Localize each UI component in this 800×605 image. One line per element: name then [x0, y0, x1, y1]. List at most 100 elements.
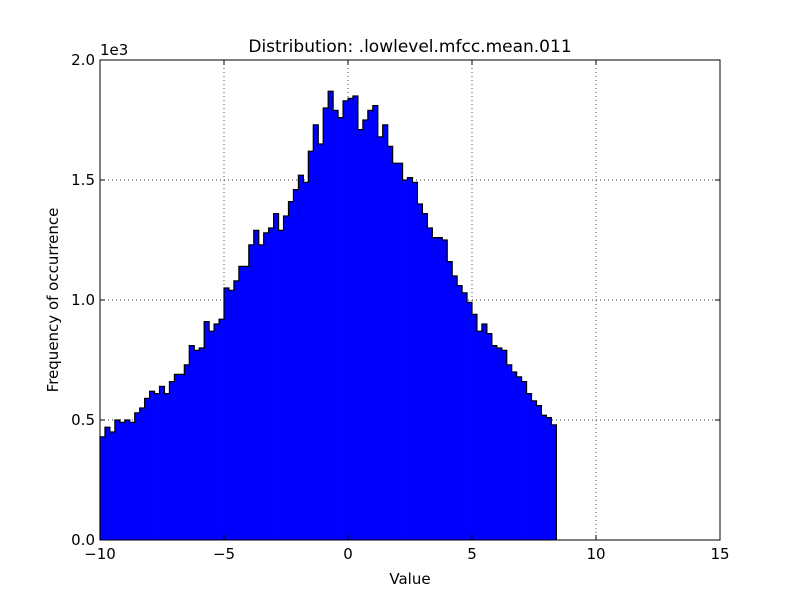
histogram-bar	[546, 417, 552, 540]
y-tick-label: 1.0	[71, 291, 95, 309]
histogram-bar	[343, 100, 349, 541]
histogram-bar	[258, 244, 265, 541]
x-tick-label: −5	[213, 545, 235, 563]
histogram-bar	[496, 348, 503, 540]
histogram-bar	[100, 436, 106, 540]
y-tick-label: 0.5	[71, 411, 95, 429]
histogram-bar	[362, 120, 369, 540]
y-axis-label: Frequency of occurrence	[44, 208, 62, 393]
y-tick-label: 2.0	[71, 51, 95, 69]
histogram-bars	[99, 90, 557, 541]
histogram-bar	[452, 276, 458, 540]
histogram-bar	[318, 144, 324, 540]
histogram-bar	[159, 386, 165, 540]
histogram-bar	[233, 280, 240, 540]
histogram-bar	[462, 292, 468, 540]
histogram-bar	[476, 331, 483, 540]
histogram-bar	[491, 345, 498, 540]
histogram-bar	[199, 348, 205, 540]
x-axis-label: Value	[389, 570, 430, 588]
y-tick-label: 0.0	[71, 531, 95, 549]
histogram-bar	[119, 422, 126, 540]
histogram-bar	[412, 182, 418, 540]
histogram-bar	[283, 216, 289, 540]
chart-title: Distribution: .lowlevel.mfcc.mean.011	[248, 37, 571, 57]
histogram-bar	[134, 412, 141, 540]
histogram-bar	[392, 163, 398, 540]
x-tick-label: 0	[343, 545, 353, 563]
histogram-bar	[397, 163, 403, 540]
histogram-bar	[129, 422, 136, 540]
x-tick-label: 5	[467, 545, 477, 563]
histogram-bar	[511, 372, 518, 540]
histogram-bar	[323, 108, 329, 540]
histogram-bar	[288, 201, 294, 540]
axis-ticks: −10 −5 0 5 10 15 0.0 0.5 1.0 1.5 2.0	[71, 51, 729, 563]
histogram-bar	[164, 393, 170, 540]
histogram-bar	[506, 364, 513, 540]
histogram-bar	[214, 324, 220, 540]
histogram-bar	[109, 432, 116, 540]
histogram-bar	[516, 376, 522, 540]
histogram-bar	[253, 230, 260, 540]
histogram-bar	[457, 285, 463, 540]
histogram-bar	[149, 391, 155, 540]
histogram-bar	[531, 400, 537, 540]
histogram-bar	[144, 398, 150, 540]
histogram-bar	[536, 405, 542, 540]
histogram-bar	[298, 175, 304, 540]
histogram-bar	[541, 415, 547, 540]
histogram-bar	[273, 213, 279, 540]
histogram-bar	[194, 350, 200, 540]
histogram-bar	[268, 228, 274, 540]
x-tick-label: 10	[586, 545, 605, 563]
histogram-bar	[124, 420, 131, 540]
x-tick-label: 15	[710, 545, 729, 563]
histogram-bar	[104, 427, 111, 540]
histogram-bar	[308, 151, 314, 540]
histogram-bar	[179, 374, 185, 540]
histogram-bar	[189, 345, 195, 540]
histogram-bar	[501, 350, 508, 540]
histogram-bar	[407, 177, 413, 540]
histogram-bar	[219, 319, 225, 540]
histogram-bar	[442, 240, 448, 540]
y-tick-label: 1.5	[71, 171, 95, 189]
histogram-bar	[357, 129, 364, 540]
histogram-bar	[328, 91, 334, 540]
histogram-bar	[263, 232, 270, 541]
histogram-bar	[352, 96, 359, 540]
histogram-bar	[204, 321, 210, 540]
histogram-bar	[427, 228, 433, 540]
histogram-bar	[184, 364, 190, 540]
histogram-bar	[486, 333, 493, 540]
histogram-bar	[174, 374, 180, 540]
histogram-bar	[114, 420, 121, 540]
histogram-bar	[551, 424, 557, 540]
histogram-bar	[467, 302, 473, 540]
histogram-bar	[278, 230, 284, 540]
histogram-bar	[372, 105, 379, 540]
histogram-bar	[481, 324, 488, 540]
histogram-bar	[303, 182, 309, 540]
histogram-bar	[338, 117, 344, 540]
histogram-bar	[293, 189, 299, 540]
histogram-bar	[367, 110, 374, 541]
histogram-bar	[348, 98, 354, 541]
histogram-bar	[169, 381, 175, 540]
histogram-bar	[248, 244, 255, 541]
histogram-bar	[382, 124, 389, 541]
histogram-bar	[139, 408, 146, 540]
histogram-bar	[387, 146, 394, 540]
histogram-bar	[313, 124, 319, 541]
histogram-bar	[224, 288, 230, 540]
histogram-bar	[154, 393, 160, 540]
histogram-bar	[422, 213, 428, 540]
histogram-bar	[526, 393, 532, 540]
histogram-bar	[377, 136, 384, 541]
histogram-outline	[99, 90, 557, 540]
histogram-bar	[447, 261, 453, 540]
histogram-bar	[432, 237, 438, 540]
histogram-bar	[402, 180, 408, 540]
